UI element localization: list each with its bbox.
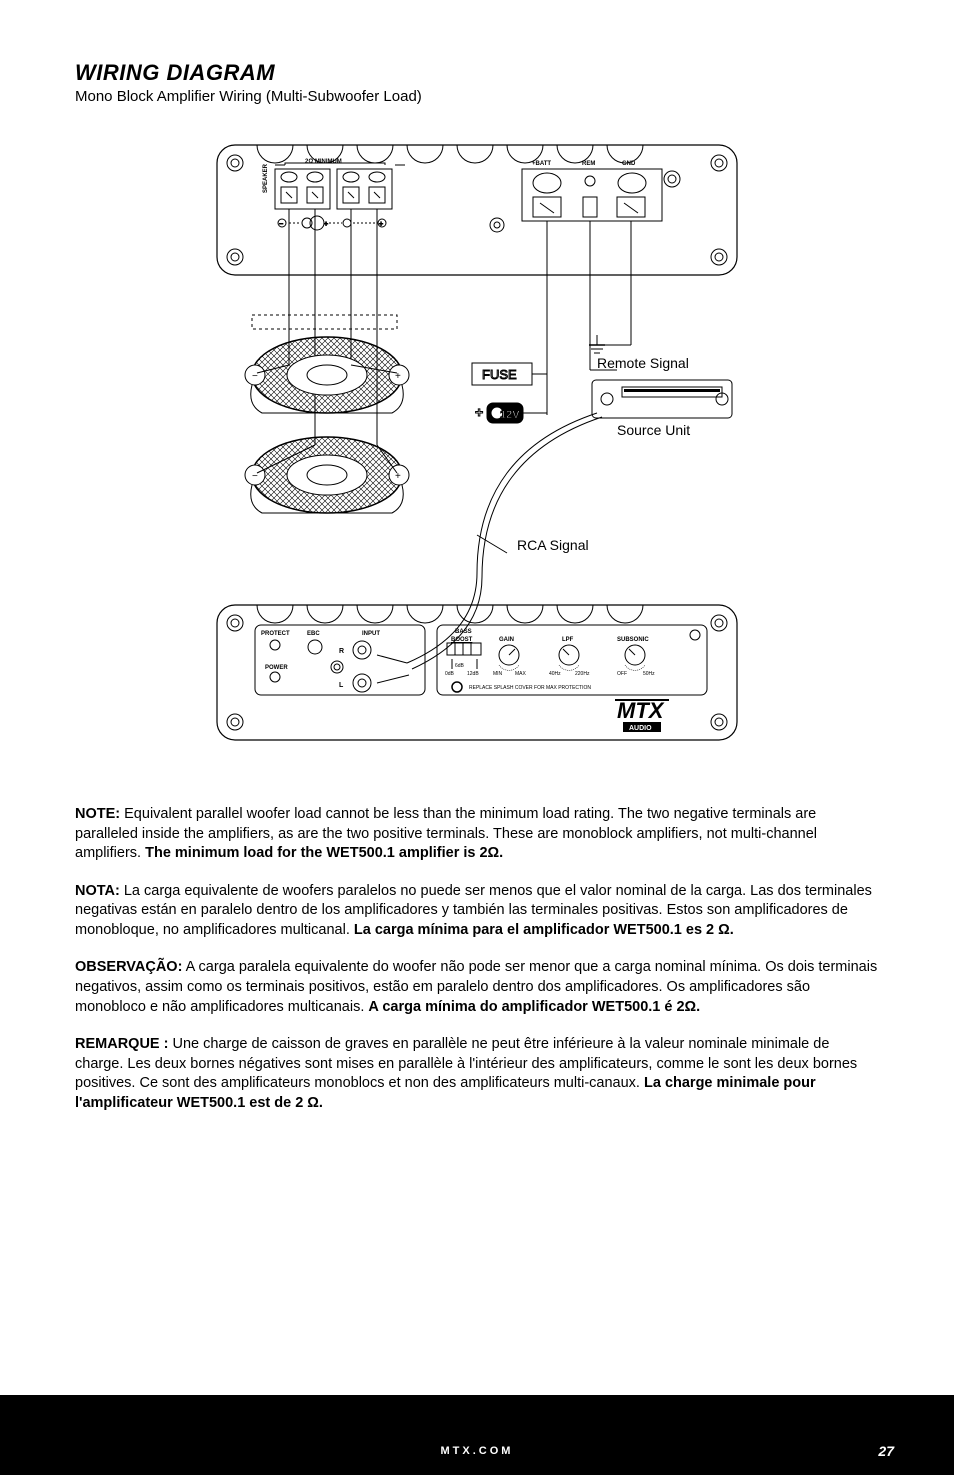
svg-text:−: − bbox=[279, 221, 283, 228]
remote-signal-label: Remote Signal bbox=[597, 355, 689, 371]
min-load-label: 2Ω MINIMUM bbox=[305, 159, 342, 165]
wiring-diagram: SPEAKER 2Ω MINIMUM − + + bbox=[197, 135, 757, 775]
subwoofer-1: − + bbox=[245, 337, 409, 413]
batt-label: +BATT bbox=[532, 161, 551, 167]
svg-text:+: + bbox=[324, 221, 328, 228]
svg-text:0dB: 0dB bbox=[445, 671, 455, 677]
gnd-label: GND bbox=[622, 161, 636, 167]
notes-section: NOTE: Equivalent parallel woofer load ca… bbox=[75, 805, 879, 1113]
note-es: NOTA: La carga equivalente de woofers pa… bbox=[75, 882, 879, 941]
rca-signal-label: RCA Signal bbox=[517, 537, 589, 553]
svg-text:+: + bbox=[395, 471, 401, 482]
svg-text:BOOST: BOOST bbox=[451, 637, 473, 643]
source-unit-label: Source Unit bbox=[617, 422, 690, 438]
svg-text:+: + bbox=[379, 221, 383, 228]
svg-text:L: L bbox=[339, 682, 344, 689]
svg-text:50Hz: 50Hz bbox=[643, 671, 655, 677]
fuse-label: FUSE bbox=[482, 367, 517, 382]
note-pt: OBSERVAÇÃO: A carga paralela equivalente… bbox=[75, 958, 879, 1017]
svg-text:LPF: LPF bbox=[562, 637, 574, 643]
svg-text:+: + bbox=[475, 404, 483, 420]
page-title: WIRING DIAGRAM bbox=[75, 60, 879, 86]
svg-text:MTX: MTX bbox=[617, 698, 665, 723]
page-footer: MTX.COM 27 bbox=[0, 1395, 954, 1475]
note-fr: REMARQUE : Une charge de caisson de grav… bbox=[75, 1035, 879, 1113]
bottom-panel: PROTECT POWER EBC INPUT R L BASS BOOST 6… bbox=[217, 605, 737, 740]
footer-site: MTX.COM bbox=[441, 1445, 514, 1457]
v12-label: 12V bbox=[500, 409, 520, 421]
svg-text:MAX: MAX bbox=[515, 671, 527, 677]
page-subtitle: Mono Block Amplifier Wiring (Multi-Subwo… bbox=[75, 88, 879, 105]
svg-text:PROTECT: PROTECT bbox=[261, 631, 290, 637]
rem-label: REM bbox=[582, 161, 595, 167]
svg-text:MIN: MIN bbox=[493, 671, 503, 677]
svg-text:OFF: OFF bbox=[617, 671, 627, 677]
subwoofer-2: − + bbox=[245, 437, 409, 513]
svg-text:SUBSONIC: SUBSONIC bbox=[617, 637, 649, 643]
svg-text:POWER: POWER bbox=[265, 665, 288, 671]
svg-text:INPUT: INPUT bbox=[362, 631, 380, 637]
source-unit: Remote Signal Source Unit bbox=[592, 355, 732, 438]
svg-text:12dB: 12dB bbox=[467, 671, 479, 677]
svg-text:GAIN: GAIN bbox=[499, 637, 514, 643]
svg-text:REPLACE SPLASH COVER FOR MAX P: REPLACE SPLASH COVER FOR MAX PROTECTION bbox=[469, 685, 591, 691]
svg-text:BASS: BASS bbox=[455, 629, 472, 635]
speaker-label: SPEAKER bbox=[263, 163, 269, 193]
svg-text:EBC: EBC bbox=[307, 631, 320, 637]
svg-text:220Hz: 220Hz bbox=[575, 671, 590, 677]
svg-text:AUDIO: AUDIO bbox=[629, 725, 652, 732]
svg-text:6dB: 6dB bbox=[455, 663, 465, 669]
svg-text:40Hz: 40Hz bbox=[549, 671, 561, 677]
top-panel: SPEAKER 2Ω MINIMUM − + + bbox=[217, 145, 737, 275]
svg-text:R: R bbox=[339, 648, 344, 655]
note-en: NOTE: Equivalent parallel woofer load ca… bbox=[75, 805, 879, 864]
footer-page-number: 27 bbox=[878, 1443, 894, 1459]
